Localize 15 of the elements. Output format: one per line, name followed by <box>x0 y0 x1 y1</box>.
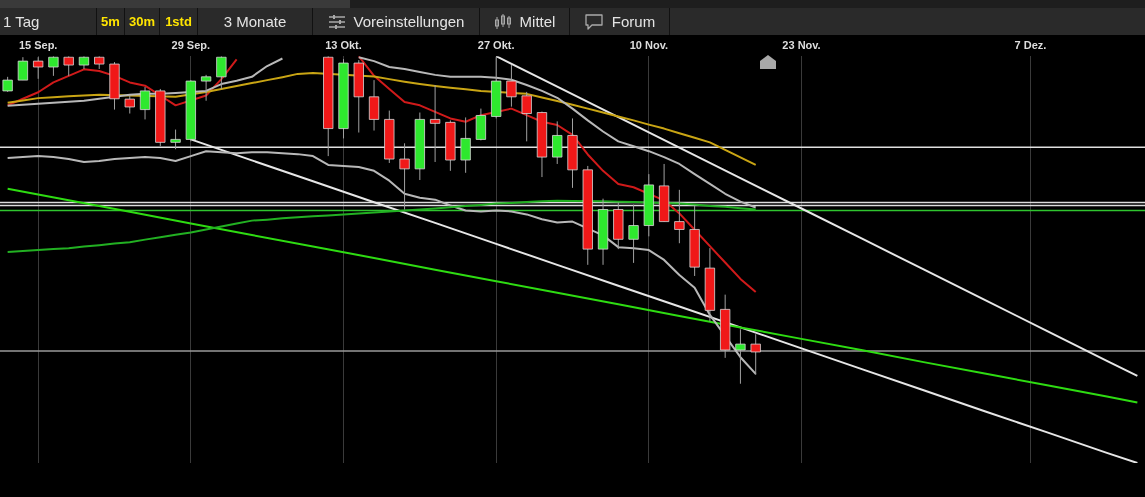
text: Voreinstellungen <box>353 13 465 30</box>
text: 1std <box>165 14 192 29</box>
text: 5m <box>101 14 120 29</box>
x-tick-label: 10 Nov. <box>629 38 668 51</box>
x-tick-label: 7 Dez. <box>1014 38 1047 51</box>
x-tick-label: 13 Okt. <box>325 38 362 51</box>
x-tick-label: 27 Okt. <box>477 38 515 51</box>
x-tick-label: 29 Sep. <box>171 38 211 51</box>
text: Mittel <box>519 13 556 30</box>
x-tick-label: 15 Sep. <box>18 38 58 51</box>
text: Forum <box>611 13 656 30</box>
text: 3 Monate <box>223 13 287 30</box>
text: 30m <box>128 14 156 29</box>
text: 1 Tag <box>3 13 40 30</box>
x-tick-label: 23 Nov. <box>782 38 821 51</box>
